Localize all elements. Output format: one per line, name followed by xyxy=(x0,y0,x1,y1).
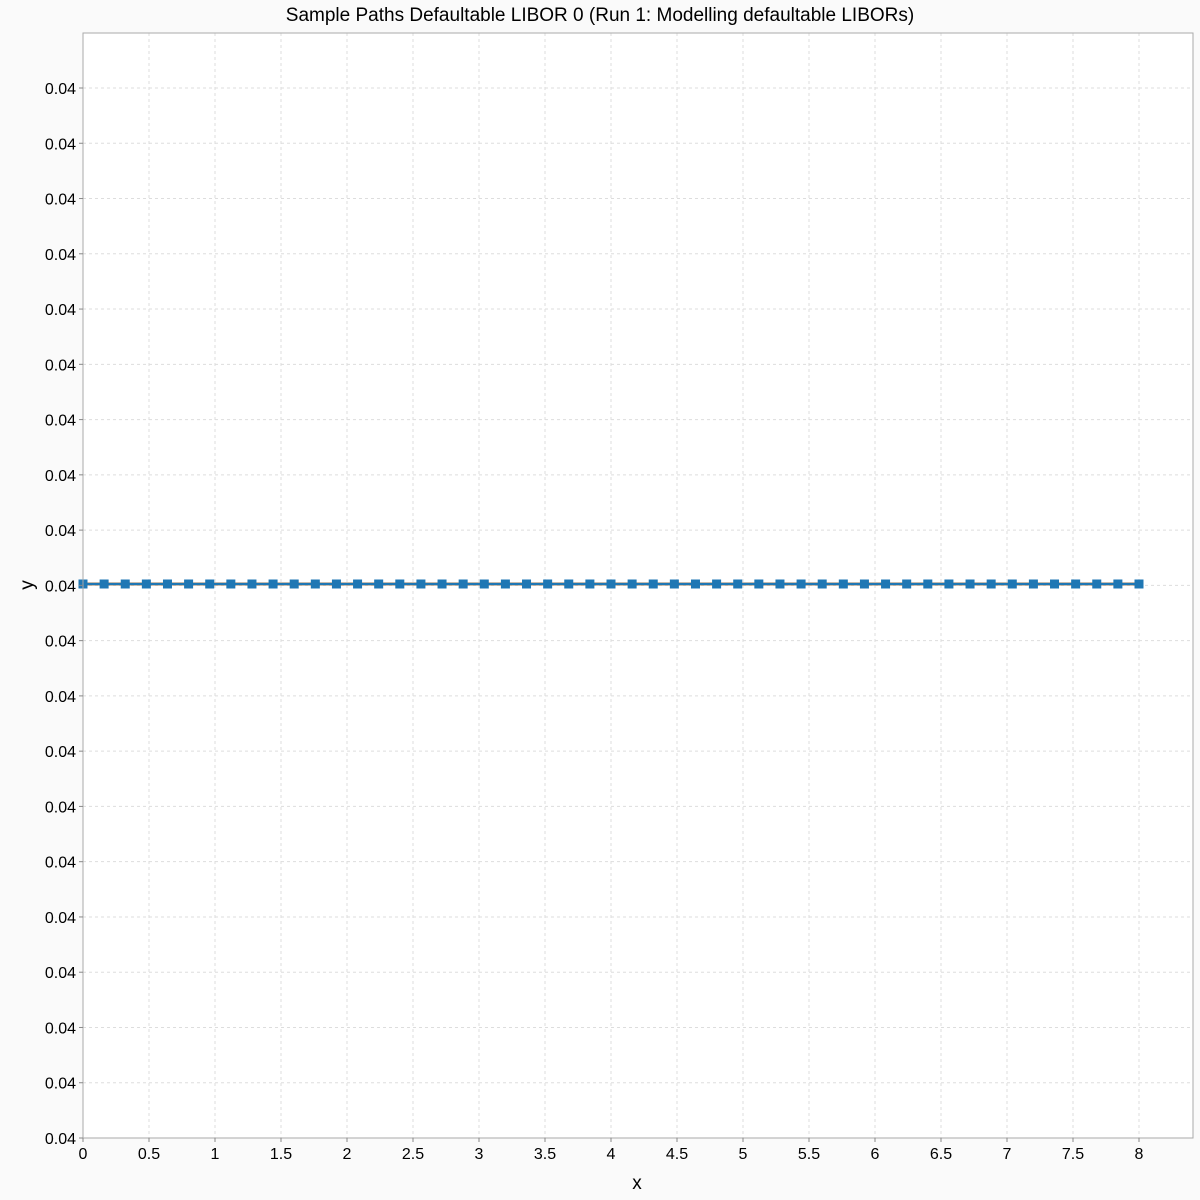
data-point xyxy=(986,579,996,589)
data-point xyxy=(1028,579,1038,589)
data-point xyxy=(543,579,553,589)
x-tick-label: 2.5 xyxy=(402,1146,424,1163)
data-point xyxy=(205,579,215,589)
data-point xyxy=(1134,579,1144,589)
data-point xyxy=(289,579,299,589)
y-axis-label: y xyxy=(17,580,38,590)
data-point xyxy=(648,579,658,589)
y-tick-label: 0.04 xyxy=(45,965,76,982)
x-tick-label: 4 xyxy=(607,1146,616,1163)
data-point xyxy=(606,579,616,589)
y-tick-label: 0.04 xyxy=(45,81,76,98)
x-tick-label: 5.5 xyxy=(798,1146,820,1163)
x-tick-label: 7 xyxy=(1003,1146,1012,1163)
data-point xyxy=(141,579,151,589)
y-tick-label: 0.04 xyxy=(45,799,76,816)
data-point xyxy=(416,579,426,589)
x-tick-label: 3 xyxy=(475,1146,484,1163)
data-point xyxy=(184,579,194,589)
y-tick-label: 0.04 xyxy=(45,523,76,540)
data-point xyxy=(437,579,447,589)
data-point xyxy=(627,579,637,589)
data-point xyxy=(1071,579,1081,589)
y-tick-label: 0.04 xyxy=(45,302,76,319)
x-tick-label: 7.5 xyxy=(1062,1146,1084,1163)
data-point xyxy=(500,579,510,589)
data-point xyxy=(120,579,130,589)
y-tick-label: 0.04 xyxy=(45,357,76,374)
data-point xyxy=(838,579,848,589)
data-point xyxy=(690,579,700,589)
y-tick-label: 0.04 xyxy=(45,413,76,430)
x-tick-label: 5 xyxy=(739,1146,748,1163)
x-tick-label: 3.5 xyxy=(534,1146,556,1163)
data-point xyxy=(902,579,912,589)
data-point xyxy=(712,579,722,589)
data-point xyxy=(1007,579,1017,589)
data-point xyxy=(162,579,172,589)
data-point xyxy=(310,579,320,589)
x-axis-label: x xyxy=(632,1173,642,1194)
chart-title: Sample Paths Defaultable LIBOR 0 (Run 1:… xyxy=(286,5,914,26)
data-point xyxy=(331,579,341,589)
data-point xyxy=(564,579,574,589)
data-point xyxy=(796,579,806,589)
x-tick-label: 2 xyxy=(343,1146,352,1163)
data-point xyxy=(268,579,278,589)
x-tick-label: 1.5 xyxy=(270,1146,292,1163)
data-point xyxy=(522,579,532,589)
data-point xyxy=(479,579,489,589)
x-tick-label: 1 xyxy=(211,1146,220,1163)
y-tick-label: 0.04 xyxy=(45,1020,76,1037)
data-point xyxy=(965,579,975,589)
y-tick-label: 0.04 xyxy=(45,247,76,264)
y-tick-label: 0.04 xyxy=(45,1131,76,1148)
x-tick-label: 8 xyxy=(1135,1146,1144,1163)
y-tick-label: 0.04 xyxy=(45,136,76,153)
data-point xyxy=(585,579,595,589)
x-tick-label: 6.5 xyxy=(930,1146,952,1163)
data-point xyxy=(247,579,257,589)
y-axis: 0.04 0.04 0.04 0.04 0.04 0.04 0.04 0.04 0.04 0.04… xyxy=(45,81,83,1148)
data-point xyxy=(775,579,785,589)
data-point xyxy=(374,579,384,589)
data-point xyxy=(1113,579,1123,589)
data-point xyxy=(817,579,827,589)
x-tick-label: 4.5 xyxy=(666,1146,688,1163)
data-point xyxy=(1092,579,1102,589)
y-tick-label: 0.04 xyxy=(45,468,76,485)
data-point xyxy=(733,579,743,589)
data-point xyxy=(669,579,679,589)
data-point xyxy=(395,579,405,589)
x-tick-label: 6 xyxy=(871,1146,880,1163)
data-point xyxy=(881,579,891,589)
data-point xyxy=(944,579,954,589)
data-point xyxy=(754,579,764,589)
data-point xyxy=(923,579,933,589)
y-tick-label: 0.04 xyxy=(45,744,76,761)
data-point xyxy=(99,579,109,589)
data-point xyxy=(859,579,869,589)
y-tick-label: 0.04 xyxy=(45,578,76,595)
y-tick-label: 0.04 xyxy=(45,192,76,209)
data-point xyxy=(458,579,468,589)
y-tick-label: 0.04 xyxy=(45,689,76,706)
data-point xyxy=(1050,579,1060,589)
data-point xyxy=(353,579,363,589)
data-point xyxy=(226,579,236,589)
x-tick-label: 0 xyxy=(79,1146,88,1163)
y-tick-label: 0.04 xyxy=(45,1076,76,1093)
x-tick-label: 0.5 xyxy=(138,1146,160,1163)
y-tick-label: 0.04 xyxy=(45,855,76,872)
series-markers xyxy=(78,579,1144,589)
y-tick-label: 0.04 xyxy=(45,634,76,651)
y-tick-label: 0.04 xyxy=(45,910,76,927)
x-axis: 0 0.5 1 1.5 2 2.5 3 3.5 4 4.5 5 5.5 6 6.5 7 7.5 8 xyxy=(79,1138,1144,1163)
